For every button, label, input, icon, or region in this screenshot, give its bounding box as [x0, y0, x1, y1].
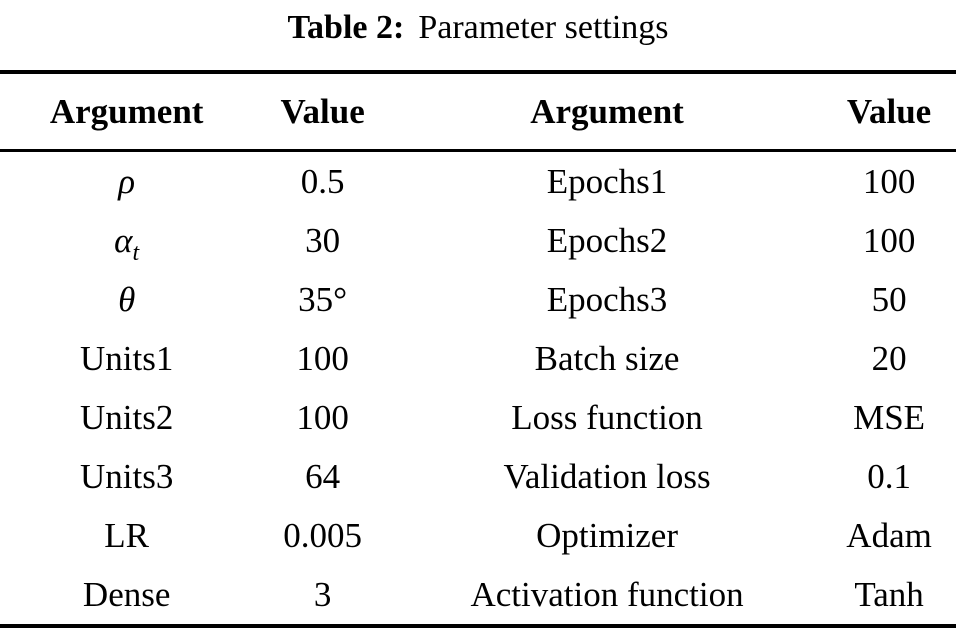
- arg-cell: Activation function: [470, 574, 744, 614]
- arg-cell: LR: [104, 515, 150, 555]
- value-cell: 100: [296, 338, 349, 378]
- table-row: αt 30 Epochs2 100: [0, 211, 956, 270]
- caption-title: Parameter settings: [418, 9, 669, 46]
- value-cell: 0.1: [867, 456, 911, 496]
- value-cell: 20: [871, 338, 907, 378]
- arg-cell-rho: ρ: [118, 161, 136, 201]
- value-cell: 0.5: [300, 161, 345, 201]
- table-body: ρ 0.5 Epochs1 100 αt 30 Epochs2 100 θ 35…: [0, 151, 956, 627]
- value-cell: Tanh: [854, 574, 924, 614]
- table-row: Units2 100 Loss function MSE: [0, 388, 956, 447]
- col-header-argument-right: Argument: [391, 72, 823, 152]
- table-row: LR 0.005 Optimizer Adam: [0, 506, 956, 565]
- table-row: Units3 64 Validation loss 0.1: [0, 447, 956, 506]
- arg-cell: Validation loss: [503, 456, 711, 496]
- subscript-t: t: [132, 239, 140, 266]
- table-row: ρ 0.5 Epochs1 100: [0, 151, 956, 212]
- caption-label: Table 2:: [287, 9, 405, 46]
- value-cell: 3: [313, 574, 332, 614]
- col-header-argument-left: Argument: [0, 72, 254, 152]
- table-row: Dense 3 Activation function Tanh: [0, 565, 956, 626]
- arg-cell: Epochs3: [546, 279, 668, 319]
- value-cell: 0.005: [283, 515, 362, 555]
- arg-cell: Epochs1: [546, 161, 668, 201]
- value-cell: 64: [305, 456, 341, 496]
- arg-cell-theta: θ: [118, 279, 136, 319]
- arg-cell: Dense: [82, 574, 171, 614]
- header-row: Argument Value Argument Value: [0, 72, 956, 152]
- value-cell: 50: [871, 279, 907, 319]
- value-cell: 100: [862, 220, 916, 260]
- arg-cell: Units1: [79, 338, 174, 378]
- arg-cell-alpha-t: αt: [0, 211, 253, 270]
- arg-cell: Units2: [79, 397, 174, 437]
- value-cell: 30: [305, 220, 341, 260]
- table-header: Argument Value Argument Value: [0, 72, 956, 152]
- value-cell: 35°: [298, 279, 348, 319]
- value-cell: 100: [862, 161, 916, 201]
- value-cell: 100: [296, 397, 349, 437]
- greek-alpha: α: [114, 220, 133, 260]
- col-header-value-right: Value: [822, 72, 956, 152]
- arg-cell: Batch size: [534, 338, 680, 378]
- parameter-table: Argument Value Argument Value ρ 0.5 Epoc…: [0, 70, 956, 628]
- value-cell: MSE: [853, 397, 926, 437]
- arg-cell: Epochs2: [546, 220, 668, 260]
- col-header-value-left: Value: [253, 72, 392, 152]
- table-row: Units1 100 Batch size 20: [0, 329, 956, 388]
- arg-cell: Units3: [79, 456, 174, 496]
- arg-cell: Optimizer: [536, 515, 678, 555]
- table-caption: Table 2: Parameter settings: [0, 0, 956, 70]
- arg-cell: Loss function: [511, 397, 703, 437]
- table-row: θ 35° Epochs3 50: [0, 270, 956, 329]
- value-cell: Adam: [846, 515, 932, 555]
